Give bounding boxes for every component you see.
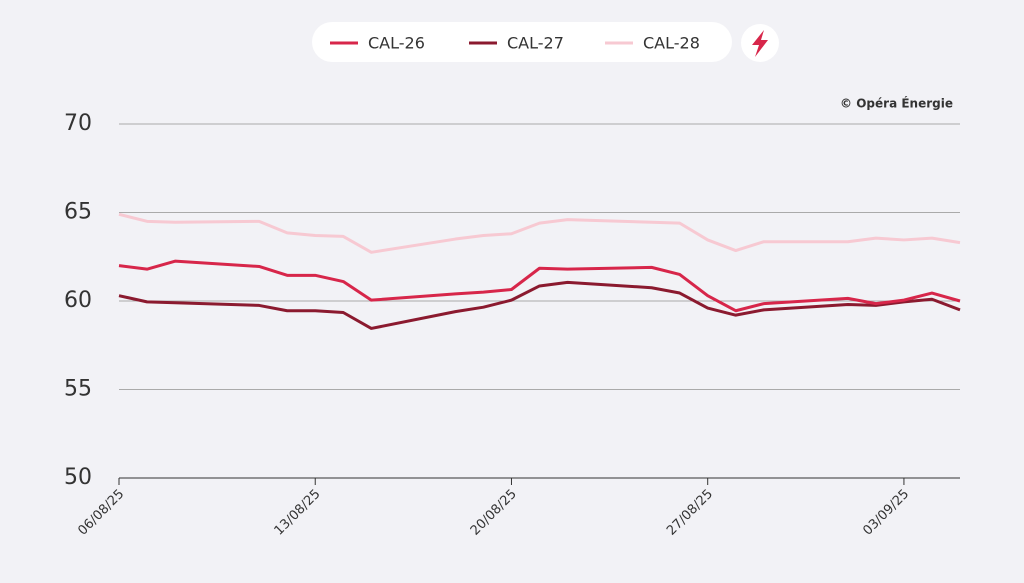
- y-tick-label: 70: [64, 111, 92, 136]
- legend-label: CAL-27: [507, 34, 564, 53]
- series-line: [118, 280, 961, 330]
- series-line: [118, 212, 961, 254]
- y-tick-label: 60: [64, 288, 92, 313]
- legend-label: CAL-26: [368, 34, 425, 53]
- credit: © Opéra Énergie: [840, 96, 953, 111]
- legend-box: [312, 22, 732, 62]
- flash-icon[interactable]: [741, 24, 779, 62]
- y-tick-label: 55: [64, 377, 92, 402]
- y-tick-label: 65: [64, 200, 92, 225]
- y-tick-label: 50: [64, 465, 92, 490]
- series-line: [118, 259, 961, 313]
- legend-label: CAL-28: [643, 34, 700, 53]
- icon-bolt: [752, 30, 768, 57]
